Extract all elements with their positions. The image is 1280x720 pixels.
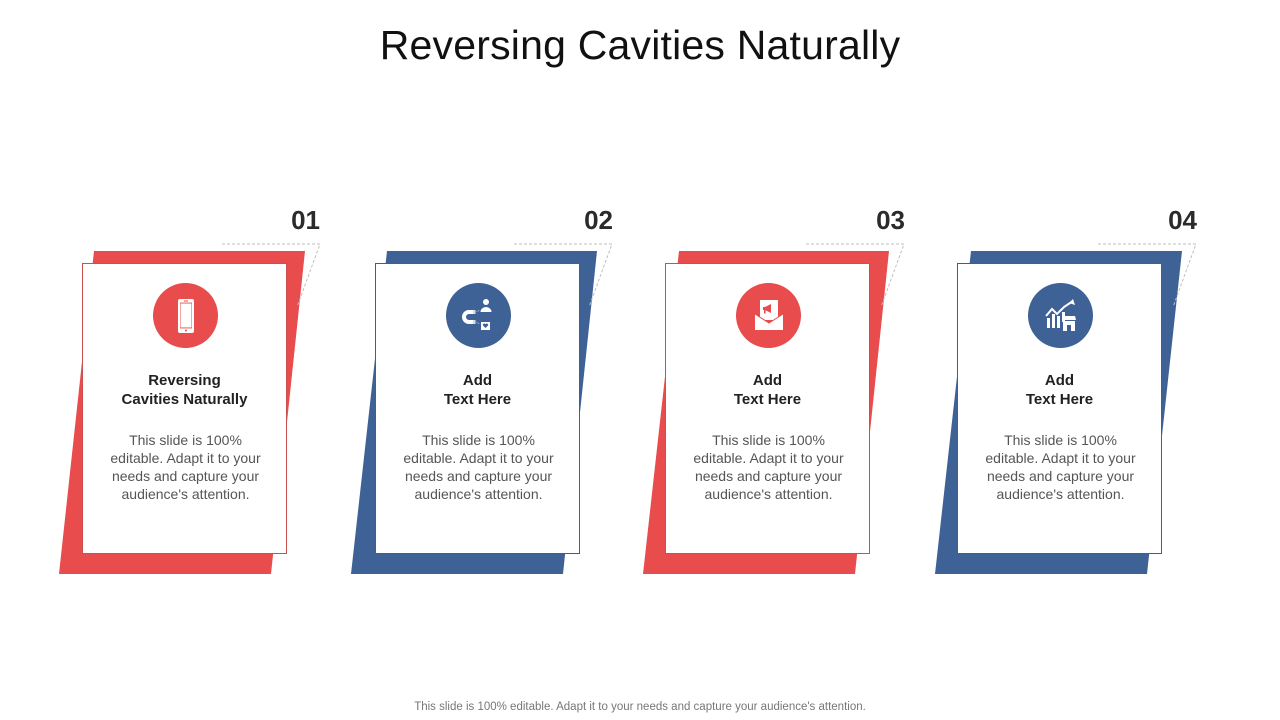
step-number-2: 02 [584,205,613,235]
step-card-3: Add Text Here This slide is 100% editabl… [665,263,870,554]
step-number-1: 01 [291,205,320,235]
step-number-3: 03 [876,205,905,235]
step-card-1: Reversing Cavities Naturally This slide … [82,263,287,554]
step-4-description: This slide is 100% editable. Adapt it to… [985,432,1136,502]
step-3-description: This slide is 100% editable. Adapt it to… [693,432,844,502]
step-2-heading: Add Text Here [443,372,512,408]
step-1-heading: Reversing Cavities Naturally [121,372,248,408]
step-2-description: This slide is 100% editable. Adapt it to… [403,432,554,502]
step-1-icon-badge [153,283,218,348]
step-4-heading: Add Text Here [1025,372,1094,408]
step-4-icon-badge [1028,283,1093,348]
magnet-attract-customer-icon [461,298,491,330]
step-3-dashed-outline [806,243,905,308]
step-1-dashed-outline [222,243,321,308]
step-3-icon-badge [736,283,801,348]
step-1-description: This slide is 100% editable. Adapt it to… [110,432,261,502]
footer-note: This slide is 100% editable. Adapt it to… [414,701,866,713]
step-2-dashed-outline [514,243,613,308]
step-3-heading: Add Text Here [733,372,802,408]
step-2-icon-badge [446,283,511,348]
step-card-2: Add Text Here This slide is 100% editabl… [375,263,580,554]
slide-title: Reversing Cavities Naturally [379,22,901,68]
step-4-dashed-outline [1098,243,1197,308]
step-number-4: 04 [1168,205,1197,235]
smartphone-icon [177,298,194,333]
step-card-4: Add Text Here This slide is 100% editabl… [957,263,1162,554]
envelope-megaphone-icon [754,299,783,330]
growth-chart-store-icon [1044,298,1076,331]
